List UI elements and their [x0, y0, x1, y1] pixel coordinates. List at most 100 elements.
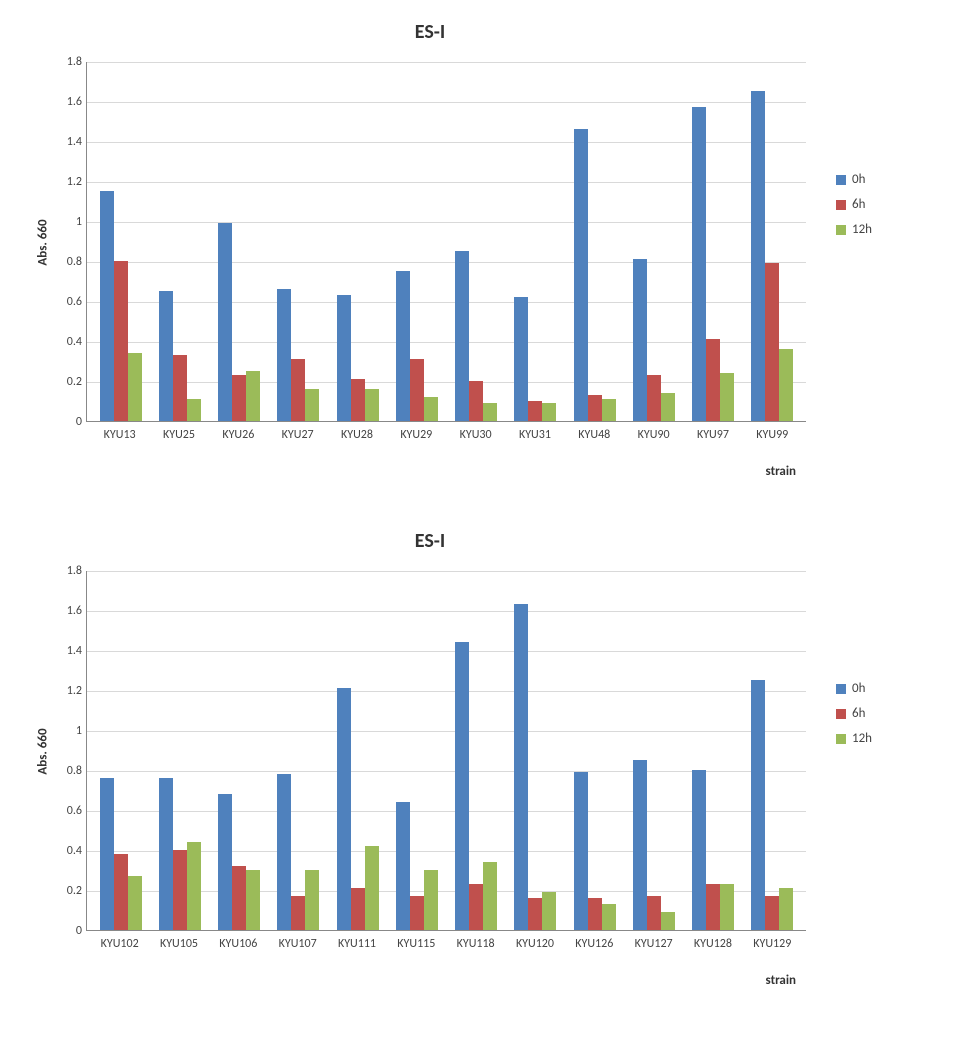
bar	[410, 359, 424, 421]
bars	[87, 571, 806, 930]
x-tick-label: KYU13	[95, 428, 145, 442]
legend-swatch	[836, 200, 846, 210]
bar	[337, 295, 351, 421]
x-tick-label: KYU25	[154, 428, 204, 442]
x-tick-label: KYU27	[273, 428, 323, 442]
bar	[159, 778, 173, 930]
x-axis-label: strain	[86, 464, 806, 479]
bar-group	[392, 802, 442, 930]
bar	[647, 896, 661, 930]
plot-area	[86, 571, 806, 931]
bar-group	[333, 688, 383, 930]
bar	[187, 842, 201, 930]
bar	[365, 846, 379, 930]
bar-group	[96, 191, 146, 421]
bar	[114, 854, 128, 930]
bar	[396, 802, 410, 930]
bar-group	[688, 770, 738, 930]
bar	[692, 770, 706, 930]
bar	[424, 397, 438, 421]
bar	[469, 381, 483, 421]
x-tick-label: KYU118	[451, 937, 501, 951]
bar	[765, 896, 779, 930]
bar	[514, 297, 528, 421]
bar	[779, 888, 793, 930]
chart-title: ES-I	[30, 529, 790, 553]
legend-label: 0h	[852, 172, 865, 187]
bar-group	[629, 760, 679, 930]
bar	[602, 904, 616, 930]
bar-group	[629, 259, 679, 421]
legend-label: 0h	[852, 681, 865, 696]
bar	[720, 884, 734, 930]
bar-group	[510, 604, 560, 930]
x-tick-label: KYU28	[332, 428, 382, 442]
ylabel-box: Abs. 660	[30, 62, 56, 422]
bar	[720, 373, 734, 421]
legend-swatch	[836, 684, 846, 694]
bar	[706, 339, 720, 421]
bar	[305, 389, 319, 421]
bar	[528, 401, 542, 421]
y-ticks: 00.20.40.60.811.21.41.61.8	[56, 62, 86, 422]
bar	[765, 263, 779, 421]
x-tick-label: KYU107	[273, 937, 323, 951]
x-tick-label: KYU99	[747, 428, 797, 442]
bar	[173, 355, 187, 421]
bar	[305, 870, 319, 930]
bar-group	[273, 774, 323, 930]
bar	[588, 898, 602, 930]
x-ticks: KYU13KYU25KYU26KYU27KYU28KYU29KYU30KYU31…	[86, 428, 806, 442]
bar-group	[688, 107, 738, 421]
bar	[291, 896, 305, 930]
bar-group	[451, 251, 501, 421]
bar	[751, 680, 765, 930]
legend-label: 6h	[852, 197, 865, 212]
bar-group	[747, 680, 797, 930]
legend-item: 0h	[836, 172, 872, 187]
bar	[173, 850, 187, 930]
bar	[396, 271, 410, 421]
plot-area	[86, 62, 806, 422]
bar	[365, 389, 379, 421]
bar-group	[747, 91, 797, 421]
bar	[410, 896, 424, 930]
bar	[692, 107, 706, 421]
bar	[574, 129, 588, 421]
bar	[100, 191, 114, 421]
bar-group	[155, 291, 205, 421]
x-tick-label: KYU106	[213, 937, 263, 951]
bar-group	[392, 271, 442, 421]
legend: 0h 6h 12h	[836, 172, 872, 247]
x-tick-label: KYU115	[391, 937, 441, 951]
bar	[218, 223, 232, 421]
legend-label: 12h	[852, 731, 872, 746]
x-ticks: KYU102KYU105KYU106KYU107KYU111KYU115KYU1…	[86, 937, 806, 951]
y-axis-label: Abs. 660	[36, 728, 51, 774]
legend-label: 12h	[852, 222, 872, 237]
y-axis-label: Abs. 660	[36, 219, 51, 265]
bar	[232, 375, 246, 421]
legend-label: 6h	[852, 706, 865, 721]
bar	[277, 289, 291, 421]
bar	[246, 371, 260, 421]
legend-item: 12h	[836, 222, 872, 237]
bar	[633, 259, 647, 421]
bar	[277, 774, 291, 930]
bar	[114, 261, 128, 421]
bar	[232, 866, 246, 930]
bar	[483, 403, 497, 421]
bar	[455, 251, 469, 421]
bar	[128, 876, 142, 930]
bar	[128, 353, 142, 421]
x-tick-label: KYU48	[569, 428, 619, 442]
bar	[633, 760, 647, 930]
bar-group	[214, 223, 264, 421]
legend-swatch	[836, 225, 846, 235]
x-tick-label: KYU111	[332, 937, 382, 951]
bar	[588, 395, 602, 421]
x-tick-label: KYU90	[629, 428, 679, 442]
bar-group	[214, 794, 264, 930]
bar	[602, 399, 616, 421]
bar-group	[333, 295, 383, 421]
